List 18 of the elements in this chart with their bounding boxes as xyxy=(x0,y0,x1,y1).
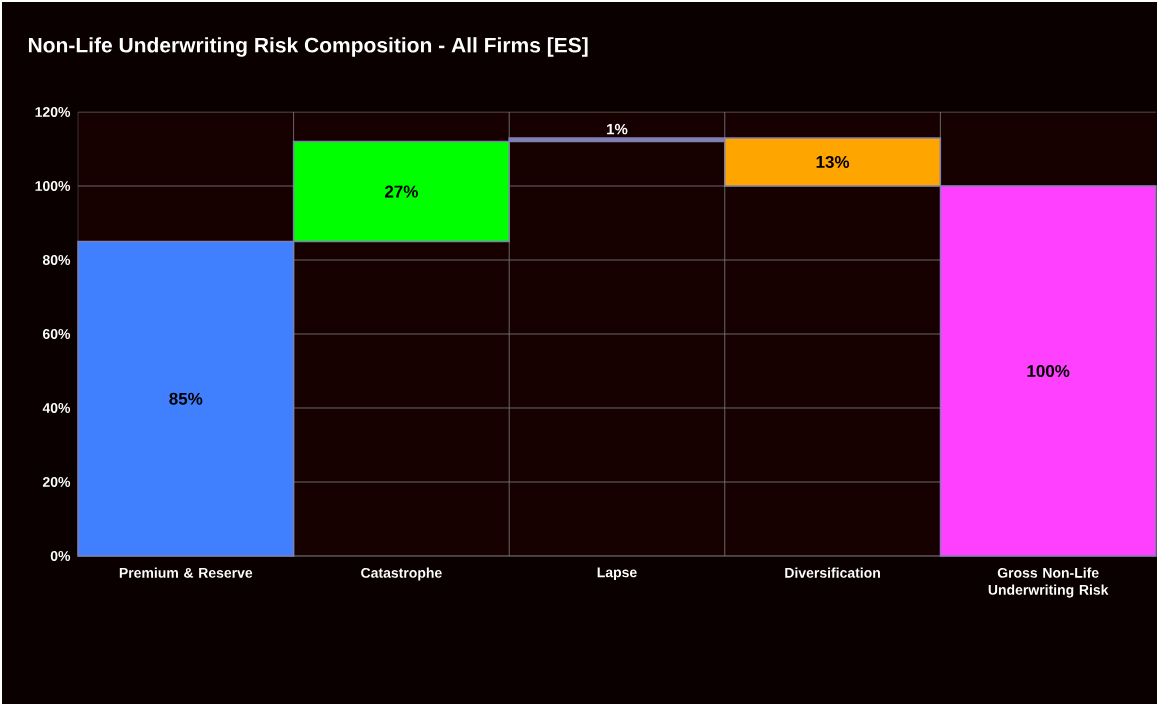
x-tick-label: Premium & Reserve xyxy=(119,567,253,578)
chart-title: Non-Life Underwriting Risk Composition - All Firms [ES] xyxy=(28,37,588,57)
y-tick-label: 40% xyxy=(42,403,71,413)
y-tick-label: 0% xyxy=(50,551,71,561)
data-label: 100% xyxy=(1027,364,1070,378)
data-label: 13% xyxy=(816,155,850,168)
y-tick-label: 100% xyxy=(35,181,71,191)
y-tick-label: 120% xyxy=(35,107,71,117)
y-tick-label: 20% xyxy=(42,477,71,487)
x-tick-label: Catastrophe xyxy=(361,567,442,581)
data-label: 27% xyxy=(384,185,418,198)
y-tick-label: 80% xyxy=(42,255,71,265)
x-tick-label: Gross Non-Life Underwriting Risk xyxy=(988,567,1109,598)
x-tick-label: Lapse xyxy=(597,567,637,581)
data-label: 1% xyxy=(607,123,628,135)
data-label: 85% xyxy=(169,392,203,405)
y-tick-label: 60% xyxy=(42,329,71,339)
x-tick-label: Diversification xyxy=(785,567,880,578)
